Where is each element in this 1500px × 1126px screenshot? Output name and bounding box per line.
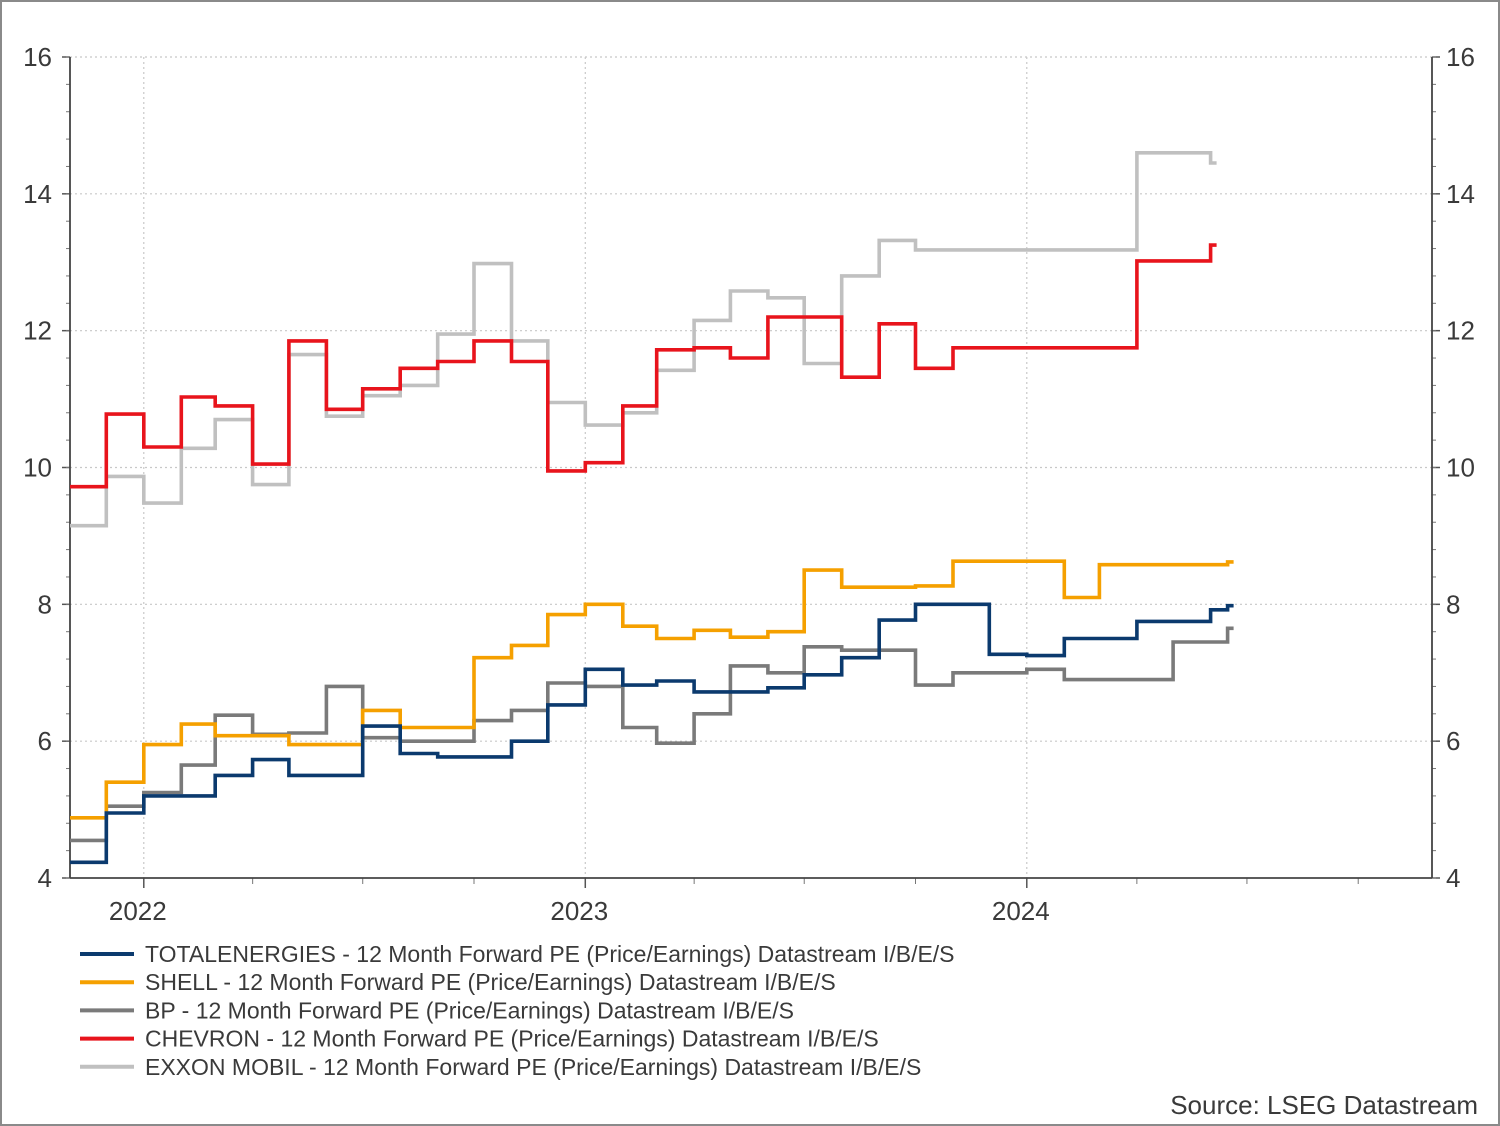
y-tick-label-left: 6 (38, 726, 52, 756)
y-tick-label-right: 4 (1446, 863, 1460, 893)
legend-label-exxon-mobil: EXXON MOBIL - 12 Month Forward PE (Price… (145, 1054, 921, 1080)
series-lines (70, 151, 1234, 865)
legend: TOTALENERGIES - 12 Month Forward PE (Pri… (80, 941, 955, 1080)
axes: 4 4 6 6 8 8 10 10 12 12 14 14 16 16 2022 2023 2024 (23, 42, 1475, 926)
x-tick-label: 2023 (550, 896, 608, 926)
legend-label-totalenergies: TOTALENERGIES - 12 Month Forward PE (Pri… (145, 941, 955, 967)
legend-label-shell: SHELL - 12 Month Forward PE (Price/Earni… (145, 969, 836, 995)
y-tick-label-left: 16 (23, 42, 52, 72)
y-tick-label-right: 14 (1446, 179, 1475, 209)
source-label: Source: LSEG Datastream (1170, 1090, 1478, 1120)
y-tick-label-left: 8 (38, 589, 52, 619)
series-line-totalenergies (70, 602, 1234, 865)
series-line-chevron (70, 243, 1217, 489)
y-tick-label-left: 12 (23, 316, 52, 346)
y-tick-label-right: 6 (1446, 726, 1460, 756)
x-tick-label: 2022 (109, 896, 167, 926)
series-line-bp (70, 626, 1234, 843)
legend-label-chevron: CHEVRON - 12 Month Forward PE (Price/Ear… (145, 1026, 879, 1052)
y-tick-label-right: 12 (1446, 316, 1475, 346)
grid (70, 56, 1432, 878)
legend-label-bp: BP - 12 Month Forward PE (Price/Earnings… (145, 997, 794, 1023)
y-tick-label-right: 16 (1446, 42, 1475, 72)
y-tick-label-left: 10 (23, 453, 52, 483)
y-tick-label-left: 4 (38, 863, 52, 893)
series-line-shell (70, 559, 1234, 820)
y-tick-label-right: 10 (1446, 453, 1475, 483)
y-tick-label-right: 8 (1446, 589, 1460, 619)
y-tick-label-left: 14 (23, 179, 52, 209)
x-tick-label: 2024 (992, 896, 1050, 926)
series-line-exxon-mobil (70, 151, 1217, 528)
